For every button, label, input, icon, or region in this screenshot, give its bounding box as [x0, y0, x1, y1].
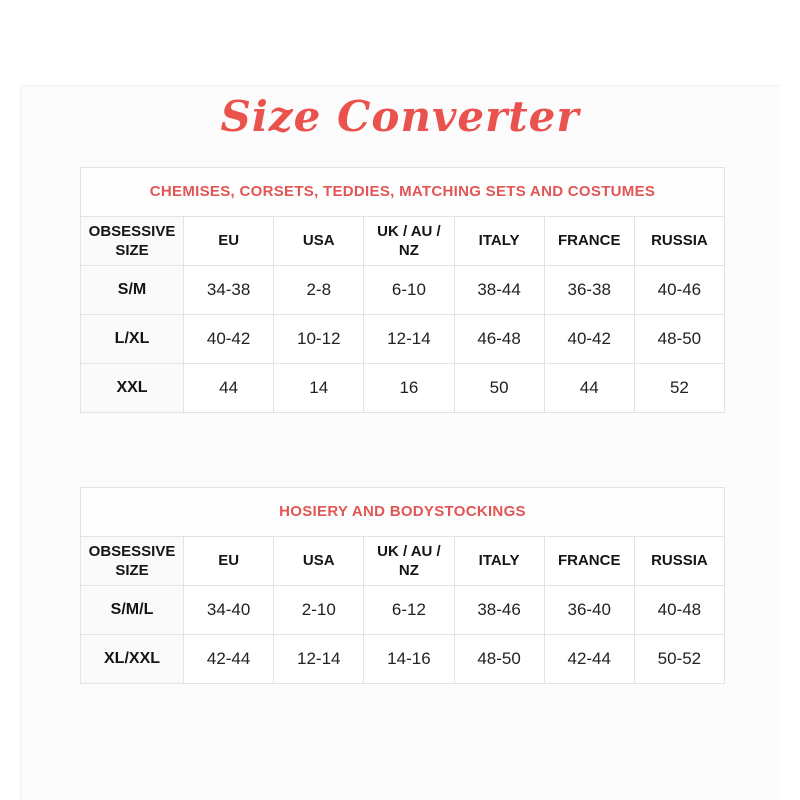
column-header-eu: EU — [183, 536, 275, 586]
value-cell: 50-52 — [633, 634, 726, 684]
value-cell: 14-16 — [363, 634, 455, 684]
table-caption: HOSIERY AND BODYSTOCKINGS — [80, 487, 725, 537]
value-cell: 36-38 — [543, 265, 635, 315]
column-header-eu: EU — [183, 216, 275, 266]
value-cell: 50 — [453, 363, 545, 413]
table-caption: CHEMISES, CORSETS, TEDDIES, MATCHING SET… — [80, 167, 725, 217]
size-cell: XXL — [79, 363, 185, 413]
value-cell: 2-10 — [273, 585, 365, 635]
table-row: XL/XXL 42-44 12-14 14-16 48-50 42-44 50-… — [79, 634, 726, 684]
value-cell: 42-44 — [183, 634, 275, 684]
value-cell: 40-42 — [183, 314, 275, 364]
column-header-obsessive-size: OBSESSIVE SIZE — [79, 216, 185, 266]
size-cell: XL/XXL — [79, 634, 185, 684]
value-cell: 48-50 — [453, 634, 545, 684]
value-cell: 44 — [543, 363, 635, 413]
column-header-uk-au-nz: UK / AU / NZ — [363, 216, 455, 266]
size-cell: S/M — [79, 265, 185, 315]
column-header-russia: RUSSIA — [633, 216, 726, 266]
value-cell: 38-46 — [453, 585, 545, 635]
value-cell: 38-44 — [453, 265, 545, 315]
column-header-usa: USA — [273, 216, 365, 266]
column-header-france: FRANCE — [543, 536, 635, 586]
value-cell: 42-44 — [543, 634, 635, 684]
column-header-usa: USA — [273, 536, 365, 586]
page-title: Size Converter — [220, 92, 580, 141]
value-cell: 40-46 — [633, 265, 726, 315]
table-header-row: OBSESSIVE SIZE EU USA UK / AU / NZ ITALY… — [79, 536, 726, 586]
table-caption-row: HOSIERY AND BODYSTOCKINGS — [80, 487, 725, 537]
column-header-russia: RUSSIA — [633, 536, 726, 586]
size-cell: L/XL — [79, 314, 185, 364]
value-cell: 46-48 — [453, 314, 545, 364]
value-cell: 6-12 — [363, 585, 455, 635]
value-cell: 2-8 — [273, 265, 365, 315]
value-cell: 10-12 — [273, 314, 365, 364]
table-header-row: OBSESSIVE SIZE EU USA UK / AU / NZ ITALY… — [79, 216, 726, 266]
value-cell: 16 — [363, 363, 455, 413]
column-header-italy: ITALY — [453, 536, 545, 586]
value-cell: 48-50 — [633, 314, 726, 364]
size-conversion-table: CHEMISES, CORSETS, TEDDIES, MATCHING SET… — [79, 167, 726, 413]
value-cell: 34-40 — [183, 585, 275, 635]
value-cell: 12-14 — [363, 314, 455, 364]
table-row: S/M/L 34-40 2-10 6-12 38-46 36-40 40-48 — [79, 585, 726, 635]
value-cell: 14 — [273, 363, 365, 413]
value-cell: 6-10 — [363, 265, 455, 315]
size-table-hosiery: HOSIERY AND BODYSTOCKINGS OBSESSIVE SIZE… — [79, 487, 726, 684]
value-cell: 40-48 — [633, 585, 726, 635]
value-cell: 34-38 — [183, 265, 275, 315]
column-header-obsessive-size: OBSESSIVE SIZE — [79, 536, 185, 586]
column-header-france: FRANCE — [543, 216, 635, 266]
table-row: L/XL 40-42 10-12 12-14 46-48 40-42 48-50 — [79, 314, 726, 364]
table-row: XXL 44 14 16 50 44 52 — [79, 363, 726, 413]
size-table-chemises: CHEMISES, CORSETS, TEDDIES, MATCHING SET… — [79, 167, 726, 413]
value-cell: 52 — [633, 363, 726, 413]
value-cell: 40-42 — [543, 314, 635, 364]
table-row: S/M 34-38 2-8 6-10 38-44 36-38 40-46 — [79, 265, 726, 315]
column-header-italy: ITALY — [453, 216, 545, 266]
size-cell: S/M/L — [79, 585, 185, 635]
size-conversion-table: HOSIERY AND BODYSTOCKINGS OBSESSIVE SIZE… — [79, 487, 726, 684]
value-cell: 12-14 — [273, 634, 365, 684]
table-caption-row: CHEMISES, CORSETS, TEDDIES, MATCHING SET… — [80, 167, 725, 217]
column-header-uk-au-nz: UK / AU / NZ — [363, 536, 455, 586]
value-cell: 36-40 — [543, 585, 635, 635]
value-cell: 44 — [183, 363, 275, 413]
